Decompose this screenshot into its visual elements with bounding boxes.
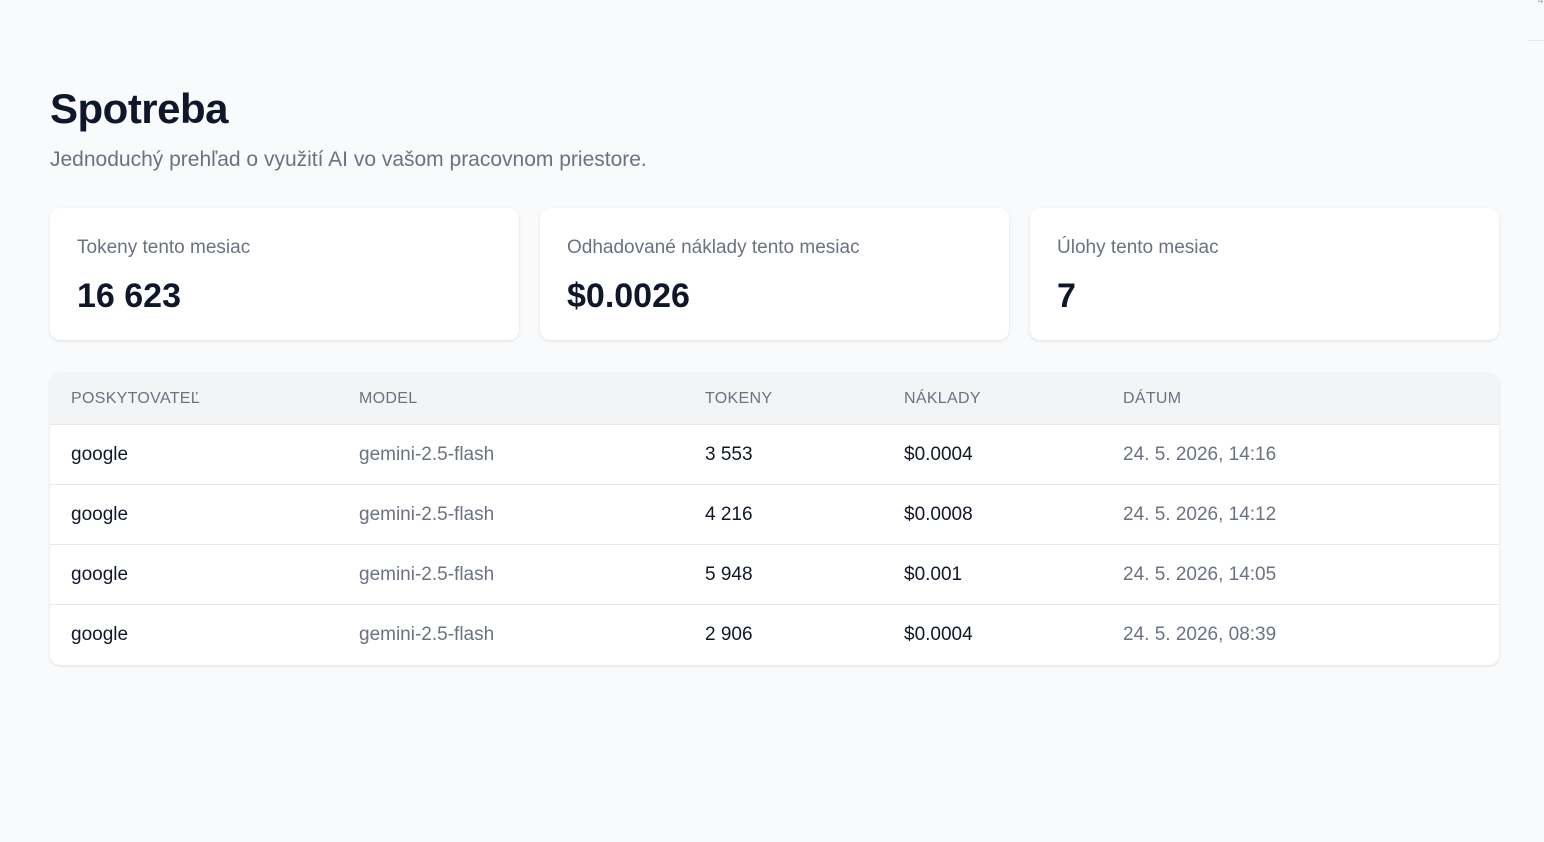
cell-provider: google (71, 563, 129, 585)
cell-model: gemini-2.5-flash (359, 503, 495, 525)
stat-card-tokens: Tokeny tento mesiac 16 623 (50, 208, 519, 340)
stat-label: Tokeny tento mesiac (77, 237, 251, 258)
cell-date: 24. 5. 2026, 14:16 (1123, 443, 1277, 465)
stat-value: 7 (1057, 277, 1076, 315)
table-header: POSKYTOVATEĽ MODEL TOKENY NÁKLADY DÁTUM (50, 373, 1499, 425)
column-header-model: MODEL (359, 389, 418, 407)
usage-table: POSKYTOVATEĽ MODEL TOKENY NÁKLADY DÁTUM … (50, 373, 1499, 665)
cell-date: 24. 5. 2026, 08:39 (1123, 624, 1277, 645)
cell-tokens: 5 948 (705, 563, 753, 585)
column-header-cost: NÁKLADY (904, 389, 981, 407)
stat-label: Odhadované náklady tento mesiac (567, 237, 860, 258)
stat-card-costs: Odhadované náklady tento mesiac $0.0026 (540, 208, 1009, 340)
cell-model: gemini-2.5-flash (359, 624, 495, 645)
cell-model: gemini-2.5-flash (359, 563, 495, 585)
cell-tokens: 4 216 (705, 503, 753, 525)
cell-cost: $0.0004 (904, 624, 973, 645)
table-row: google gemini-2.5-flash 3 553 $0.0004 24… (50, 425, 1499, 485)
stat-card-tasks: Úlohy tento mesiac 7 (1030, 208, 1499, 340)
stat-value: 16 623 (77, 277, 181, 315)
cell-cost: $0.0008 (904, 503, 973, 525)
stat-value: $0.0026 (567, 277, 690, 315)
page-subtitle: Jednoduchý prehľad o využití AI vo vašom… (50, 148, 647, 171)
table-row: google gemini-2.5-flash 2 906 $0.0004 24… (50, 605, 1499, 665)
main-content: Spotreba Jednoduchý prehľad o využití AI… (50, 84, 1499, 665)
column-header-provider: POSKYTOVATEĽ (71, 389, 200, 407)
cell-tokens: 3 553 (705, 443, 753, 465)
cell-cost: $0.001 (904, 563, 963, 585)
cell-model: gemini-2.5-flash (359, 443, 495, 465)
cell-provider: google (71, 443, 129, 465)
table-row: google gemini-2.5-flash 4 216 $0.0008 24… (50, 485, 1499, 545)
corner-edge-icon: ⁴ (1537, 0, 1544, 11)
stat-label: Úlohy tento mesiac (1057, 237, 1219, 258)
cell-date: 24. 5. 2026, 14:12 (1123, 503, 1277, 525)
page-title: Spotreba (50, 85, 229, 132)
cell-date: 24. 5. 2026, 14:05 (1123, 563, 1277, 585)
cell-cost: $0.0004 (904, 443, 973, 465)
cell-provider: google (71, 503, 129, 525)
column-header-tokens: TOKENY (705, 389, 773, 407)
cell-provider: google (71, 624, 129, 645)
table-row: google gemini-2.5-flash 5 948 $0.001 24.… (50, 545, 1499, 605)
stats-row: Tokeny tento mesiac 16 623 Odhadované ná… (50, 208, 1499, 340)
column-header-date: DÁTUM (1123, 389, 1182, 407)
cell-tokens: 2 906 (705, 624, 753, 645)
corner-divider (1528, 40, 1544, 41)
